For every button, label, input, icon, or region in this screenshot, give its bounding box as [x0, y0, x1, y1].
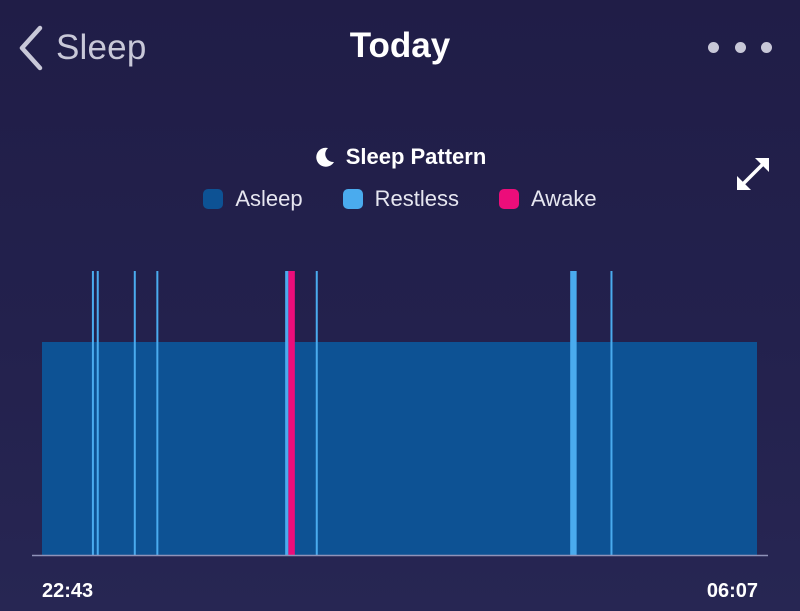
- legend-item-asleep: Asleep: [203, 186, 303, 212]
- expand-button[interactable]: [733, 154, 773, 194]
- legend-label-awake: Awake: [531, 186, 597, 211]
- sleep-segment-awake: [288, 271, 295, 555]
- legend-label-restless: Restless: [374, 186, 459, 211]
- sleep-segment-restless: [156, 271, 159, 555]
- sleep-segment-asleep: [42, 342, 757, 555]
- expand-icon: [737, 158, 769, 190]
- x-axis-end-label: 06:07: [706, 580, 758, 602]
- sleep-segment-restless: [610, 271, 613, 555]
- legend-label-asleep: Asleep: [235, 186, 303, 211]
- more-dot: [734, 41, 746, 53]
- chart-title: Sleep Pattern: [345, 144, 487, 169]
- sleep-segment-restless: [96, 271, 99, 555]
- legend-swatch-asleep: [203, 189, 224, 209]
- legend-swatch-awake: [499, 189, 519, 209]
- sleep-segment-restless: [285, 271, 289, 555]
- legend-swatch-restless: [342, 189, 363, 209]
- screen-title: Today: [349, 26, 451, 65]
- legend-item-awake: Awake: [499, 186, 597, 212]
- back-button[interactable]: Sleep: [16, 24, 147, 72]
- top-bar: Sleep Today: [0, 0, 800, 96]
- sleep-segment-restless: [91, 271, 94, 555]
- chart-heading: Sleep Pattern: [0, 144, 800, 170]
- x-axis-start-label: 22:43: [42, 580, 94, 602]
- back-label: Sleep: [56, 28, 147, 67]
- more-button[interactable]: [708, 36, 772, 58]
- legend-item-restless: Restless: [342, 186, 459, 212]
- chevron-left-icon: [19, 25, 43, 71]
- moon-icon: [315, 147, 334, 167]
- sleep-segment-restless: [133, 271, 136, 555]
- sleep-pattern-chart: [32, 271, 768, 557]
- more-dot: [761, 41, 772, 53]
- chart-legend: Asleep Restless Awake: [0, 186, 800, 212]
- more-dots-icon: [708, 41, 719, 53]
- sleep-segment-restless: [570, 271, 577, 555]
- sleep-segment-restless: [315, 271, 318, 555]
